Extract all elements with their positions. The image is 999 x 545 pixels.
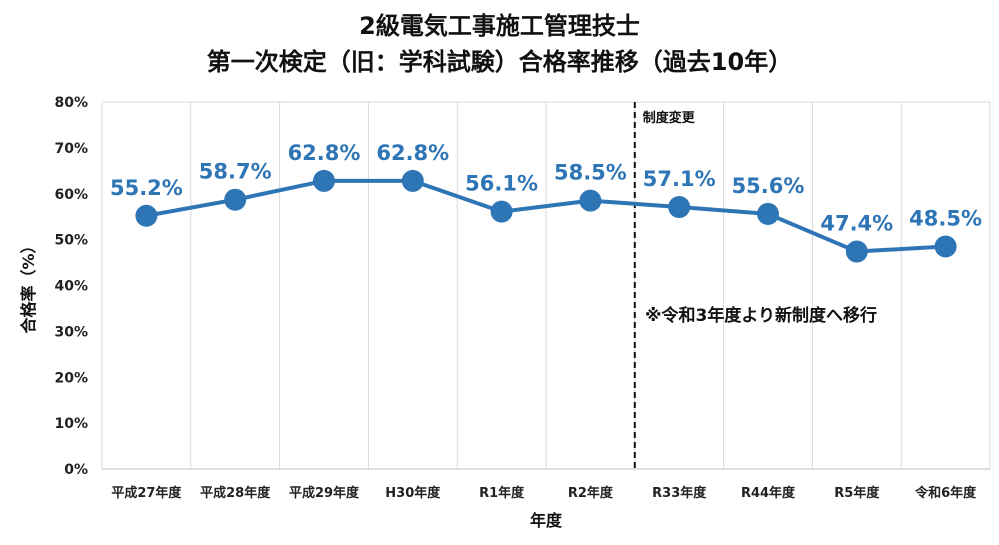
data-labels: 55.2% 58.7% 62.8% 62.8% 56.1% 58.5% 57.1% 55.6%… [110,141,982,236]
data-label: 55.2% [110,176,183,200]
y-tick-label: 50% [54,233,88,249]
data-point [135,204,158,227]
data-label: 58.5% [554,161,627,185]
x-tick-label: R44年度 [741,485,796,501]
data-label: 57.1% [643,167,716,191]
y-tick-label: 20% [54,370,88,386]
data-point [224,188,247,211]
data-point [934,235,957,258]
annotation-note: ※令和3年度より新制度へ移行 [645,305,877,326]
x-tick-label: 平成29年度 [289,485,360,501]
grid-lines [101,101,991,470]
data-label: 56.1% [465,172,538,196]
y-tick-label: 80% [54,95,88,111]
y-tick-label: 60% [54,187,88,203]
data-point [668,196,691,219]
chart-title: 2級電気工事施工管理技士 [359,12,640,40]
data-points [135,169,957,263]
data-point [757,202,779,225]
data-label: 58.7% [199,160,272,184]
y-tick-label: 40% [54,279,88,295]
series-line [146,178,946,254]
x-axis-ticks: 平成27年度 平成28年度 平成29年度 H30年度 R1年度 R2年度 R33年度 R44年… [111,485,977,501]
data-point [490,200,513,223]
x-tick-label: R5年度 [834,485,880,501]
x-tick-label: 平成27年度 [111,485,182,501]
data-point [845,240,868,263]
y-axis-ticks: 0% 10% 20% 30% 40% 50% 60% 70% 80% [54,95,88,478]
x-tick-label: H30年度 [385,485,441,501]
x-axis-label: 年度 [530,511,563,530]
x-tick-label: R2年度 [568,485,614,501]
data-label: 62.8% [376,141,449,165]
data-label: 62.8% [288,141,361,165]
x-tick-label: R1年度 [479,485,525,501]
data-point [313,169,335,192]
data-point [579,189,602,212]
x-tick-label: 令和6年度 [915,485,977,501]
x-tick-label: 平成28年度 [200,485,271,501]
y-axis-label: 合格率（%） [19,237,38,333]
y-tick-label: 0% [64,462,88,478]
data-label: 47.4% [820,212,893,236]
data-label: 55.6% [732,174,805,198]
chart-subtitle: 第一次検定（旧：学科試験）合格率推移（過去10年） [206,48,793,76]
data-label: 48.5% [909,207,982,231]
x-tick-label: R33年度 [652,485,707,501]
data-point [401,169,424,192]
y-tick-label: 10% [54,416,88,432]
divider-label: 制度変更 [643,110,696,126]
y-tick-label: 70% [54,141,88,157]
y-tick-label: 30% [54,324,88,340]
